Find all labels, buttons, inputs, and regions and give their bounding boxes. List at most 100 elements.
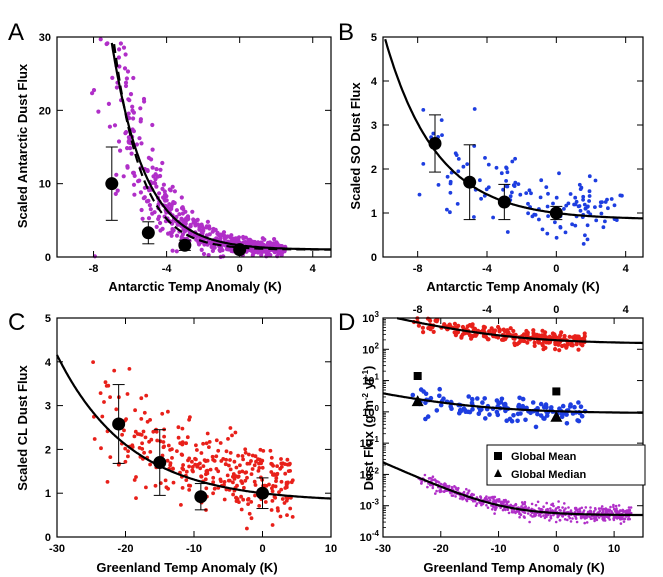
point xyxy=(581,242,586,246)
point xyxy=(226,437,230,441)
point xyxy=(184,469,189,474)
point xyxy=(205,431,210,436)
point xyxy=(563,230,568,235)
point xyxy=(540,333,545,338)
point xyxy=(243,450,248,455)
point xyxy=(188,415,192,419)
point xyxy=(612,507,616,511)
x-tick-label: -4 xyxy=(162,263,173,275)
point xyxy=(542,514,545,517)
bin-mean xyxy=(112,417,126,431)
point xyxy=(585,223,590,228)
point xyxy=(132,192,137,197)
point xyxy=(150,165,155,170)
point xyxy=(580,506,584,510)
point xyxy=(537,507,541,510)
x-tick-label: 0 xyxy=(553,263,559,275)
point xyxy=(118,148,123,153)
bin-mean xyxy=(549,206,563,220)
point xyxy=(576,418,582,424)
x-tick-label: -8 xyxy=(89,263,99,275)
point xyxy=(257,504,262,508)
point xyxy=(232,459,237,464)
point xyxy=(231,480,235,485)
point xyxy=(132,434,137,439)
point xyxy=(578,404,584,410)
panel-d-x-label: Greenland Temp Anomaly (K) xyxy=(423,560,604,575)
point xyxy=(617,504,621,507)
point xyxy=(239,494,244,499)
panel-d-markers xyxy=(411,371,563,422)
point xyxy=(433,318,438,323)
point xyxy=(587,174,592,179)
legend-mean-label: Global Mean xyxy=(511,451,577,463)
point xyxy=(215,231,220,236)
point xyxy=(486,506,490,510)
bin-mean xyxy=(194,490,208,504)
point xyxy=(116,139,122,144)
point xyxy=(515,411,521,417)
point xyxy=(467,323,472,328)
bin-mean xyxy=(233,243,247,257)
point xyxy=(538,195,543,200)
x-tick-label: 10 xyxy=(608,543,620,555)
point xyxy=(144,393,149,398)
point xyxy=(427,477,431,480)
point xyxy=(96,109,101,114)
point xyxy=(170,227,175,232)
point xyxy=(588,515,591,519)
point xyxy=(184,217,189,222)
point xyxy=(138,106,143,111)
point xyxy=(236,474,241,479)
point xyxy=(558,225,563,230)
point xyxy=(614,218,619,223)
point xyxy=(155,438,160,443)
point xyxy=(545,501,548,505)
point xyxy=(538,513,541,516)
y-tick-label: 20 xyxy=(39,105,51,117)
point xyxy=(456,157,461,161)
point xyxy=(205,219,210,224)
point xyxy=(147,203,152,208)
point xyxy=(421,162,426,166)
point xyxy=(499,171,504,176)
fit-curve xyxy=(384,38,644,220)
point xyxy=(133,408,138,413)
point xyxy=(544,413,550,418)
point xyxy=(478,178,482,183)
point xyxy=(564,421,570,426)
point xyxy=(466,394,472,399)
x-tick-label: 4 xyxy=(310,263,317,275)
point xyxy=(505,230,510,234)
point xyxy=(258,447,263,452)
point xyxy=(114,85,119,90)
point xyxy=(508,326,513,331)
point xyxy=(543,345,548,350)
panel-label-c: C xyxy=(8,309,25,336)
point xyxy=(486,337,491,342)
point xyxy=(252,239,257,245)
point xyxy=(269,508,274,512)
point xyxy=(180,486,185,490)
point xyxy=(279,479,284,484)
x-tick-label: -30 xyxy=(375,543,391,555)
point xyxy=(171,480,176,485)
point xyxy=(211,480,216,485)
point xyxy=(166,443,171,448)
point xyxy=(257,466,262,470)
point xyxy=(504,184,509,189)
point xyxy=(508,194,513,199)
point xyxy=(134,142,139,147)
point xyxy=(149,437,154,442)
point xyxy=(137,136,142,141)
point xyxy=(587,194,592,198)
point xyxy=(514,503,518,507)
point xyxy=(536,500,540,504)
point xyxy=(177,212,182,217)
point xyxy=(530,502,534,506)
point xyxy=(582,334,587,339)
point xyxy=(226,478,231,483)
point xyxy=(123,83,129,89)
point xyxy=(131,75,136,81)
